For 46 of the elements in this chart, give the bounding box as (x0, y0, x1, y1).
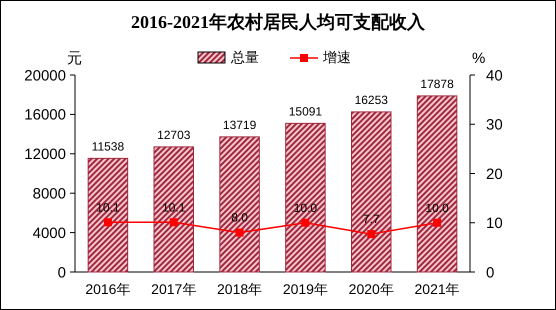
legend-label: 总量 (230, 49, 259, 65)
data-label: 8.0 (231, 210, 248, 225)
y2-tick-label: 10 (486, 215, 503, 232)
data-label: 11538 (92, 139, 124, 154)
y-tick-label: 12000 (24, 146, 66, 164)
point (170, 218, 178, 226)
data-label: 10.1 (162, 200, 186, 214)
legend-label: 增速 (322, 49, 351, 65)
data-label: 15091 (288, 104, 322, 118)
x-tick-label: 2016年 (85, 281, 130, 297)
y-tick-label: 16000 (24, 106, 66, 124)
y2-tick-label: 40 (486, 67, 503, 84)
bar (88, 158, 128, 272)
y2-tick-label: 0 (486, 264, 494, 282)
point (367, 230, 376, 238)
x-tick-label: 2018年 (217, 281, 262, 297)
bar (219, 136, 260, 272)
x-tick-label: 2020年 (348, 281, 394, 297)
point (433, 218, 442, 227)
data-label: 10.0 (294, 200, 318, 215)
y2-tick-label: 30 (486, 116, 503, 134)
y2-tick-label: 20 (486, 166, 503, 183)
data-label: 17878 (420, 76, 454, 91)
point (236, 228, 244, 237)
data-label: 12703 (157, 128, 191, 142)
y2-axis-title: % (472, 50, 486, 67)
x-tick-label: 2017年 (151, 281, 196, 297)
point (301, 218, 310, 227)
data-label: 10.0 (425, 200, 450, 215)
y-tick-label: 8000 (32, 185, 66, 202)
y-tick-label: 4000 (32, 224, 66, 242)
bar (351, 111, 392, 272)
x-tick-label: 2021年 (414, 281, 460, 297)
bar (416, 95, 458, 272)
point (104, 218, 112, 226)
x-tick-label: 2019年 (282, 281, 328, 297)
bar (154, 146, 194, 272)
y-tick-label: 0 (58, 264, 66, 282)
data-label: 16253 (354, 92, 388, 107)
data-label: 7.7 (362, 212, 380, 226)
bar (285, 122, 326, 272)
y-axis-title: 元 (67, 50, 82, 67)
data-label: 13719 (222, 118, 257, 132)
data-label: 10.1 (96, 200, 120, 214)
y-tick-label: 20000 (24, 67, 66, 84)
chart-title: 2016-2021年农村居民人均可支配收入 (131, 12, 426, 32)
